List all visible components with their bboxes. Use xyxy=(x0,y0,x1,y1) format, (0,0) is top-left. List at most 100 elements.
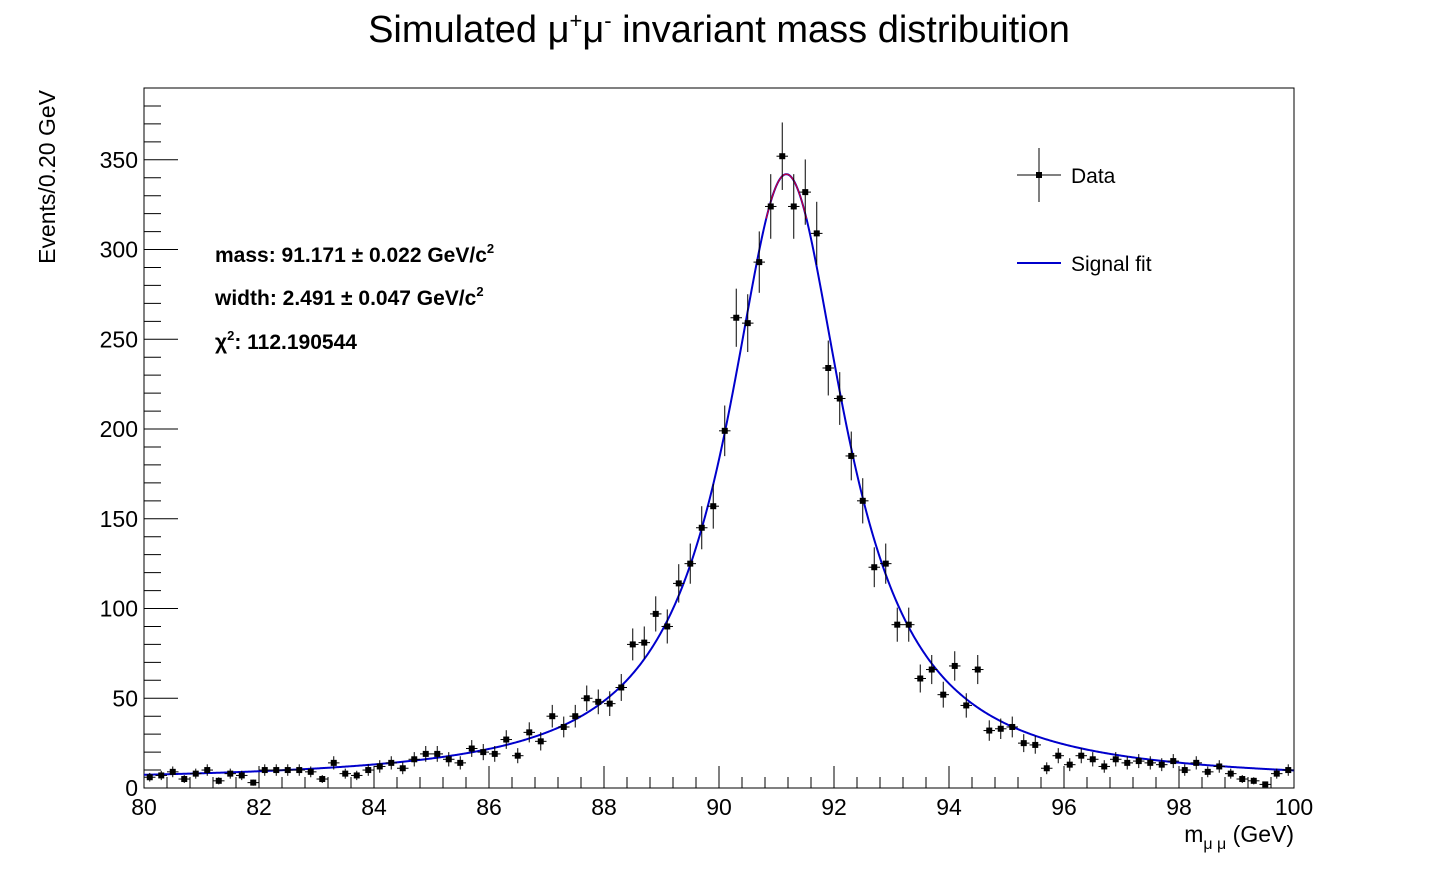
data-point xyxy=(880,543,892,584)
data-point xyxy=(1179,764,1191,776)
chart-title-part-1: Simulated μ xyxy=(368,9,569,51)
data-point xyxy=(523,722,535,743)
data-point-marker xyxy=(652,610,659,617)
data-point-marker xyxy=(468,745,475,752)
data-point xyxy=(351,770,363,781)
stat-mass: mass: 91.171 ± 0.022 GeV/c2 xyxy=(215,241,494,267)
data-point-marker xyxy=(319,776,326,783)
data-point xyxy=(1144,756,1156,770)
data-point xyxy=(719,405,731,457)
data-point-marker xyxy=(974,666,981,673)
data-point xyxy=(1018,734,1030,753)
data-point-marker xyxy=(894,621,901,628)
data-points xyxy=(144,122,1294,788)
x-tick-label: 100 xyxy=(1275,794,1313,820)
data-point xyxy=(684,543,696,584)
data-point xyxy=(1190,756,1202,770)
data-point xyxy=(293,764,305,776)
data-point-marker xyxy=(710,503,717,510)
data-point xyxy=(408,752,420,767)
data-point-marker xyxy=(802,189,809,196)
data-point-marker xyxy=(261,767,268,774)
legend-fit-label: Signal fit xyxy=(1071,253,1152,276)
data-point-marker xyxy=(997,725,1004,732)
data-point xyxy=(1248,777,1260,785)
data-point-marker xyxy=(882,560,889,567)
data-point-marker xyxy=(1124,759,1131,766)
data-point xyxy=(213,777,225,785)
data-point xyxy=(1282,764,1294,776)
data-point-marker xyxy=(307,768,314,775)
data-point-marker xyxy=(457,759,464,766)
y-tick-label: 200 xyxy=(100,416,138,442)
data-point xyxy=(1236,775,1248,783)
y-tick-label: 50 xyxy=(112,685,138,711)
data-point-marker xyxy=(1273,770,1280,777)
stat-chi2-value: : 112.190544 xyxy=(234,331,357,354)
data-point-marker xyxy=(687,560,694,567)
data-point xyxy=(546,704,558,728)
x-axis-ticks xyxy=(143,766,1295,788)
data-point-marker xyxy=(1066,761,1073,768)
y-tick-label: 100 xyxy=(100,596,138,622)
data-point-marker xyxy=(1227,770,1234,777)
data-point xyxy=(753,231,765,293)
data-point xyxy=(926,655,938,685)
data-point-marker xyxy=(744,320,751,327)
stat-width-sup: 2 xyxy=(476,284,483,299)
plot-frame xyxy=(143,87,1295,789)
data-point-marker xyxy=(158,772,165,779)
chart-title-sup-1: + xyxy=(570,8,583,33)
data-point xyxy=(661,609,673,644)
data-point xyxy=(397,762,409,775)
data-point-marker xyxy=(434,750,441,757)
data-point xyxy=(466,740,478,757)
data-point xyxy=(1110,752,1122,767)
data-point-marker xyxy=(422,750,429,757)
data-point-marker xyxy=(1262,781,1269,788)
data-point xyxy=(1133,754,1145,769)
stat-chi2-sup: 2 xyxy=(227,328,234,343)
data-point-marker xyxy=(411,756,418,763)
data-point-marker xyxy=(1043,765,1050,772)
x-axis-title-sub: μ μ xyxy=(1203,836,1226,853)
x-axis-title-main: m xyxy=(1184,821,1203,847)
data-point-marker xyxy=(1089,756,1096,763)
data-point-marker xyxy=(848,452,855,459)
data-point-marker xyxy=(721,427,728,434)
data-point xyxy=(581,685,593,711)
data-point-marker xyxy=(1204,768,1211,775)
data-point xyxy=(489,746,501,762)
data-point xyxy=(535,732,547,751)
data-point xyxy=(765,174,777,239)
data-point xyxy=(282,764,294,776)
data-point-marker xyxy=(583,695,590,702)
legend-data-marker xyxy=(1036,172,1042,178)
data-point xyxy=(385,756,397,770)
data-point xyxy=(477,744,489,761)
data-point xyxy=(512,748,524,764)
data-point xyxy=(155,770,167,781)
data-point-marker xyxy=(871,564,878,571)
data-point-marker xyxy=(698,524,705,531)
data-point-marker xyxy=(963,702,970,709)
data-point xyxy=(305,766,317,778)
data-point-marker xyxy=(376,763,383,770)
data-point xyxy=(1167,754,1179,769)
data-point-marker xyxy=(595,698,602,705)
x-axis-tick-labels: 80 82 84 86 88 90 92 94 96 98 100 xyxy=(131,794,1313,820)
data-point xyxy=(937,681,949,708)
y-axis-tick-labels: 0 50 100 150 200 250 300 350 xyxy=(100,147,138,801)
stat-mass-text: mass: 91.171 ± 0.022 GeV/c xyxy=(215,244,487,267)
data-point-marker xyxy=(526,729,533,736)
x-tick-label: 98 xyxy=(1166,794,1192,820)
data-point-marker xyxy=(641,639,648,646)
data-point-marker xyxy=(836,395,843,402)
data-point xyxy=(960,693,972,718)
data-point xyxy=(1098,760,1110,773)
data-point-marker xyxy=(825,365,832,371)
data-point xyxy=(224,768,236,779)
data-point xyxy=(592,689,604,715)
data-point-marker xyxy=(1101,763,1108,770)
